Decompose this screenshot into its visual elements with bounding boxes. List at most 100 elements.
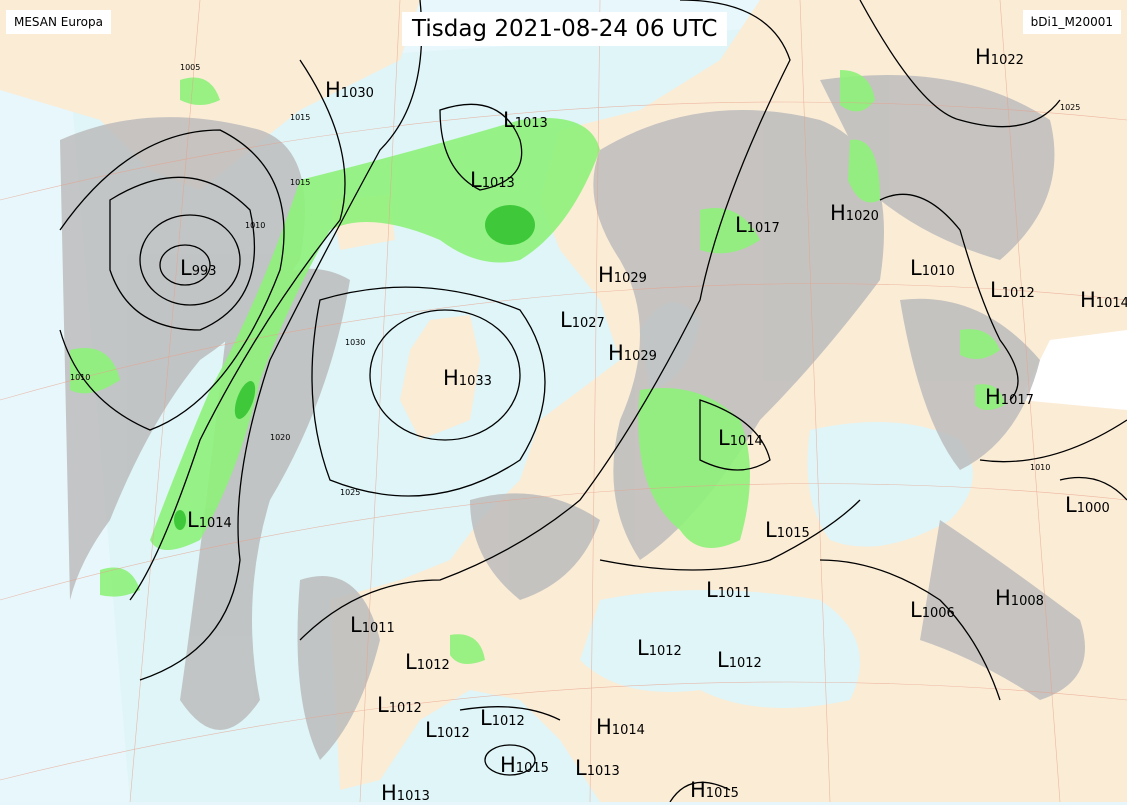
center-pressure: 1008 bbox=[1010, 594, 1044, 609]
center-type: L bbox=[765, 518, 777, 542]
low-pressure-center: L1013 bbox=[575, 756, 620, 780]
low-pressure-center: L1014 bbox=[187, 508, 232, 532]
high-pressure-center: H1029 bbox=[608, 341, 657, 365]
high-pressure-center: H1015 bbox=[500, 753, 549, 777]
low-pressure-center: L993 bbox=[180, 256, 217, 280]
center-pressure: 1013 bbox=[586, 764, 620, 779]
low-pressure-center: L1012 bbox=[637, 636, 682, 660]
low-pressure-center: L1012 bbox=[425, 718, 470, 742]
center-type: L bbox=[425, 718, 437, 742]
high-pressure-center: H1033 bbox=[443, 366, 492, 390]
center-type: L bbox=[470, 168, 482, 192]
low-pressure-center: L1011 bbox=[350, 613, 395, 637]
center-pressure: 1000 bbox=[1076, 501, 1110, 516]
center-pressure: 993 bbox=[191, 264, 217, 279]
center-type: L bbox=[735, 213, 747, 237]
high-pressure-center: H1030 bbox=[325, 78, 374, 102]
center-type: L bbox=[480, 706, 492, 730]
center-pressure: 1014 bbox=[729, 434, 763, 449]
isobar-label: 1025 bbox=[1060, 103, 1080, 112]
center-type: L bbox=[377, 693, 389, 717]
center-pressure: 1012 bbox=[388, 701, 422, 716]
low-pressure-center: L1013 bbox=[503, 108, 548, 132]
center-type: H bbox=[325, 78, 341, 102]
low-pressure-center: L1012 bbox=[377, 693, 422, 717]
center-pressure: 1013 bbox=[396, 789, 430, 804]
isobar-label: 1025 bbox=[340, 488, 360, 497]
center-type: H bbox=[596, 715, 612, 739]
low-pressure-center: L1012 bbox=[405, 650, 450, 674]
isobar-labels: 1005 1010 1015 1015 1030 1020 1025 1010 1010 1025 bbox=[70, 63, 1080, 497]
center-pressure: 1013 bbox=[514, 116, 548, 131]
low-pressure-center: L1006 bbox=[910, 598, 955, 622]
center-type: H bbox=[975, 45, 991, 69]
center-pressure: 1014 bbox=[611, 723, 645, 738]
center-type: L bbox=[180, 256, 192, 280]
center-pressure: 1011 bbox=[717, 586, 751, 601]
center-pressure: 1015 bbox=[705, 786, 739, 801]
center-pressure: 1006 bbox=[921, 606, 955, 621]
map-title: Tisdag 2021-08-24 06 UTC bbox=[402, 12, 728, 46]
center-type: H bbox=[830, 201, 846, 225]
high-pressure-center: H1013 bbox=[381, 781, 430, 805]
center-type: L bbox=[718, 426, 730, 450]
high-pressure-center: H1014 bbox=[1080, 288, 1127, 312]
center-type: L bbox=[706, 578, 718, 602]
center-pressure: 1011 bbox=[361, 621, 395, 636]
center-pressure: 1020 bbox=[845, 209, 879, 224]
center-type: L bbox=[1065, 493, 1077, 517]
center-type: L bbox=[910, 256, 922, 280]
low-pressure-center: L1012 bbox=[990, 278, 1035, 302]
center-type: L bbox=[560, 308, 572, 332]
center-type: H bbox=[995, 586, 1011, 610]
isobar-label: 1015 bbox=[290, 178, 310, 187]
center-pressure: 1015 bbox=[776, 526, 810, 541]
center-type: H bbox=[381, 781, 397, 805]
center-type: L bbox=[503, 108, 515, 132]
low-pressure-center: L1017 bbox=[735, 213, 780, 237]
center-type: H bbox=[690, 778, 706, 802]
isobar-label: 1020 bbox=[270, 433, 290, 442]
high-pressure-center: H1020 bbox=[830, 201, 879, 225]
low-pressure-center: L1010 bbox=[910, 256, 955, 280]
low-pressure-center: L1015 bbox=[765, 518, 810, 542]
low-pressure-center: L1012 bbox=[717, 648, 762, 672]
low-pressure-center: L1011 bbox=[706, 578, 751, 602]
center-pressure: 1022 bbox=[990, 53, 1024, 68]
center-type: L bbox=[717, 648, 729, 672]
center-pressure: 1012 bbox=[648, 644, 682, 659]
center-type: H bbox=[985, 385, 1001, 409]
isobars bbox=[59, 0, 1127, 802]
isobar-label: 1010 bbox=[70, 373, 90, 382]
center-type: H bbox=[443, 366, 459, 390]
high-pressure-center: H1014 bbox=[596, 715, 645, 739]
high-pressure-center: H1029 bbox=[598, 263, 647, 287]
product-label: MESAN Europa bbox=[6, 10, 111, 34]
center-type: L bbox=[405, 650, 417, 674]
center-pressure: 1012 bbox=[416, 658, 450, 673]
center-type: L bbox=[637, 636, 649, 660]
low-pressure-center: L1013 bbox=[470, 168, 515, 192]
low-pressure-center: L1027 bbox=[560, 308, 605, 332]
center-type: L bbox=[575, 756, 587, 780]
center-pressure: 1012 bbox=[1001, 286, 1035, 301]
isobar-label: 1010 bbox=[245, 221, 265, 230]
center-pressure: 1027 bbox=[571, 316, 605, 331]
center-type: L bbox=[910, 598, 922, 622]
center-pressure: 1029 bbox=[613, 271, 647, 286]
low-pressure-center: L1014 bbox=[718, 426, 763, 450]
center-pressure: 1012 bbox=[728, 656, 762, 671]
precipitation-heavy bbox=[174, 205, 535, 530]
low-pressure-center: L1012 bbox=[480, 706, 525, 730]
high-pressure-center: H1015 bbox=[690, 778, 739, 802]
center-type: L bbox=[187, 508, 199, 532]
center-pressure: 1033 bbox=[458, 374, 492, 389]
product-code: bDi1_M20001 bbox=[1022, 10, 1121, 34]
center-type: H bbox=[1080, 288, 1096, 312]
center-pressure: 1015 bbox=[515, 761, 549, 776]
center-type: H bbox=[500, 753, 516, 777]
center-type: L bbox=[990, 278, 1002, 302]
center-pressure: 1013 bbox=[481, 176, 515, 191]
high-pressure-center: H1008 bbox=[995, 586, 1044, 610]
